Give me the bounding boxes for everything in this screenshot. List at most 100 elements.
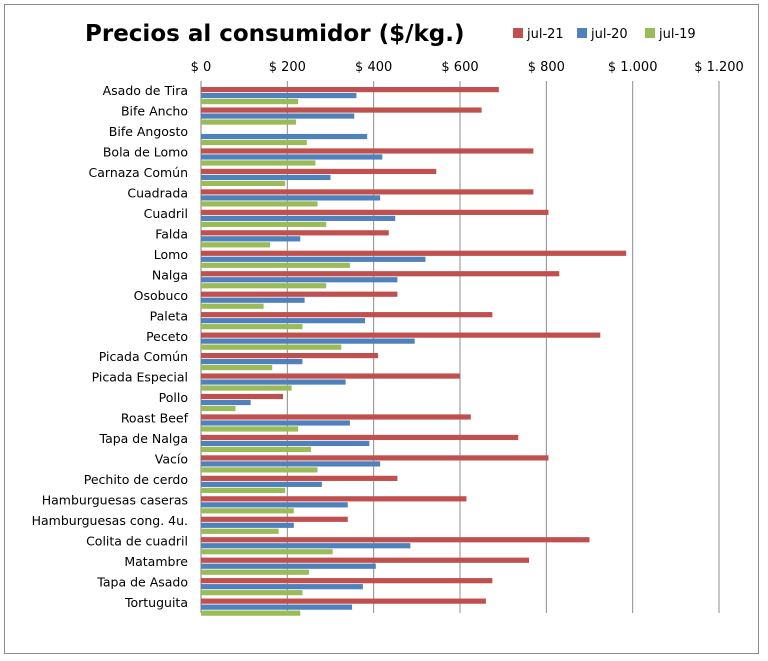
category-label: Vacío [155, 452, 188, 467]
category-label: Pollo [159, 390, 188, 405]
category-label: Bife Ancho [121, 104, 188, 119]
bar-jul-21 [201, 271, 560, 277]
bar-jul-20 [201, 93, 357, 99]
bar-jul-19 [201, 221, 327, 227]
bar-jul-19 [201, 467, 318, 473]
legend-label: jul-21 [526, 27, 564, 42]
bar-jul-20 [201, 154, 383, 160]
bar-jul-20 [201, 215, 396, 221]
bars [201, 87, 627, 616]
bar-jul-20 [201, 420, 350, 426]
bar-jul-19 [201, 590, 303, 596]
x-tick-label: $ 400 [355, 60, 392, 75]
bar-jul-19 [201, 487, 286, 493]
category-label: Bola de Lomo [103, 145, 188, 160]
x-tick-label: $ 200 [269, 60, 306, 75]
chart-title: Precios al consumidor ($/kg.) [85, 21, 465, 47]
bar-jul-19 [201, 549, 333, 555]
category-label: Tortuguita [124, 595, 188, 610]
x-axis-ticks: $ 0 $ 200 $ 400 $ 600 $ 800 $ 1.000 $ 1.200 [191, 60, 744, 75]
bar-jul-21 [201, 455, 549, 461]
bar-jul-20 [201, 522, 294, 528]
category-label: Hamburguesas cong. 4u. [32, 513, 188, 528]
bar-jul-21 [201, 414, 471, 420]
bar-jul-21 [201, 598, 486, 604]
legend-swatch [645, 28, 655, 38]
x-tick-label: $ 1.200 [694, 60, 744, 75]
legend: jul-21 jul-20 jul-19 [513, 27, 696, 42]
bar-jul-20 [201, 563, 376, 569]
bar-jul-19 [201, 365, 273, 371]
bar-jul-21 [201, 230, 389, 236]
bar-jul-20 [201, 543, 411, 549]
category-label: Tapa de Nalga [99, 431, 188, 446]
category-label: Bife Angosto [109, 124, 188, 139]
category-label: Cuadrada [127, 186, 188, 201]
category-label: Falda [155, 226, 188, 241]
bar-jul-21 [201, 189, 534, 195]
bar-jul-20 [201, 502, 348, 508]
bar-jul-20 [201, 440, 370, 447]
bar-jul-19 [201, 385, 292, 391]
category-label: Paleta [150, 308, 188, 323]
legend-label: jul-19 [658, 27, 696, 42]
bar-jul-21 [201, 168, 437, 175]
category-label: Carnaza Común [89, 165, 188, 180]
bar-chart: Precios al consumidor ($/kg.) jul-21 jul-… [32, 21, 744, 616]
category-label: Cuadril [144, 206, 188, 221]
bar-jul-21 [201, 496, 467, 502]
bar-jul-20 [201, 195, 381, 201]
bar-jul-21 [201, 557, 530, 563]
bar-jul-21 [201, 393, 284, 400]
category-label: Peceto [146, 329, 188, 344]
bar-jul-21 [201, 353, 378, 359]
bar-jul-19 [201, 446, 312, 453]
x-tick-label: $ 800 [528, 60, 565, 75]
bar-jul-19 [201, 405, 236, 412]
bar-jul-20 [201, 256, 426, 262]
bar-jul-19 [201, 160, 316, 166]
x-tick-label: $ 1.000 [608, 60, 658, 75]
bar-jul-19 [201, 262, 350, 268]
bar-jul-20 [201, 297, 305, 303]
bar-jul-19 [201, 569, 309, 575]
category-label: Hamburguesas caseras [42, 492, 188, 507]
bar-jul-20 [201, 604, 353, 610]
category-label: Colita de cuadril [86, 533, 188, 548]
bar-jul-19 [201, 283, 327, 289]
bar-jul-19 [201, 119, 296, 125]
bar-jul-21 [201, 107, 482, 113]
bar-jul-20 [201, 236, 301, 242]
category-label: Roast Beef [121, 411, 189, 426]
x-tick-label: $ 600 [441, 60, 478, 75]
category-label: Tapa de Asado [96, 574, 188, 589]
chart-frame: Precios al consumidor ($/kg.) jul-21 jul-… [4, 4, 759, 654]
bar-jul-21 [201, 291, 398, 297]
category-label: Matambre [124, 554, 188, 569]
bar-jul-19 [201, 610, 301, 616]
bar-jul-21 [201, 312, 493, 318]
category-label: Osobuco [134, 288, 188, 303]
legend-swatch [577, 28, 587, 38]
bar-jul-21 [201, 475, 398, 481]
bar-jul-19 [201, 303, 264, 309]
bar-jul-21 [201, 87, 499, 93]
bar-jul-19 [201, 201, 318, 207]
legend-label: jul-20 [590, 27, 628, 42]
legend-swatch [513, 28, 523, 38]
bar-jul-20 [201, 277, 398, 283]
bar-jul-20 [201, 113, 355, 119]
category-labels: Asado de Tira Bife Ancho Bife Angosto Bola … [32, 83, 189, 610]
category-label: Asado de Tira [103, 83, 188, 98]
bar-jul-20 [201, 461, 381, 467]
bar-jul-21 [201, 516, 348, 522]
bar-jul-21 [201, 537, 590, 543]
bar-jul-21 [201, 332, 601, 338]
category-label: Pechito de cerdo [84, 472, 188, 487]
bar-jul-19 [201, 180, 286, 187]
bar-jul-20 [201, 584, 363, 590]
bar-jul-20 [201, 174, 331, 181]
bar-jul-20 [201, 338, 415, 344]
bar-jul-20 [201, 379, 346, 385]
x-tick-label: $ 0 [191, 60, 212, 75]
